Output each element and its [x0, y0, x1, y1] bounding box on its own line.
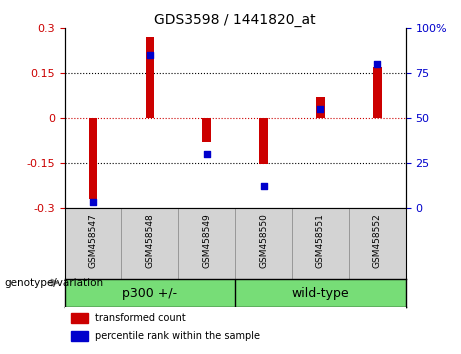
- Bar: [259, 118, 268, 164]
- Bar: [202, 118, 211, 142]
- Text: transformed count: transformed count: [95, 313, 186, 323]
- Point: [146, 52, 154, 58]
- Bar: [71, 313, 89, 323]
- Text: percentile rank within the sample: percentile rank within the sample: [95, 331, 260, 341]
- Bar: [316, 97, 325, 118]
- Text: GSM458549: GSM458549: [202, 213, 211, 268]
- Point: [317, 106, 324, 112]
- Title: GDS3598 / 1441820_at: GDS3598 / 1441820_at: [154, 13, 316, 27]
- Bar: [146, 37, 154, 118]
- Text: wild-type: wild-type: [291, 287, 349, 299]
- Point: [373, 61, 381, 67]
- Text: GSM458551: GSM458551: [316, 213, 325, 268]
- Text: genotype/variation: genotype/variation: [5, 278, 104, 287]
- Bar: [89, 118, 97, 199]
- Point: [89, 199, 97, 205]
- Text: GSM458548: GSM458548: [145, 213, 154, 268]
- Text: p300 +/-: p300 +/-: [122, 287, 177, 299]
- Point: [260, 183, 267, 189]
- Text: GSM458552: GSM458552: [373, 213, 382, 268]
- Text: GSM458550: GSM458550: [259, 213, 268, 268]
- Bar: [71, 331, 89, 341]
- Point: [203, 151, 210, 156]
- Text: GSM458547: GSM458547: [89, 213, 97, 268]
- Bar: [373, 67, 382, 118]
